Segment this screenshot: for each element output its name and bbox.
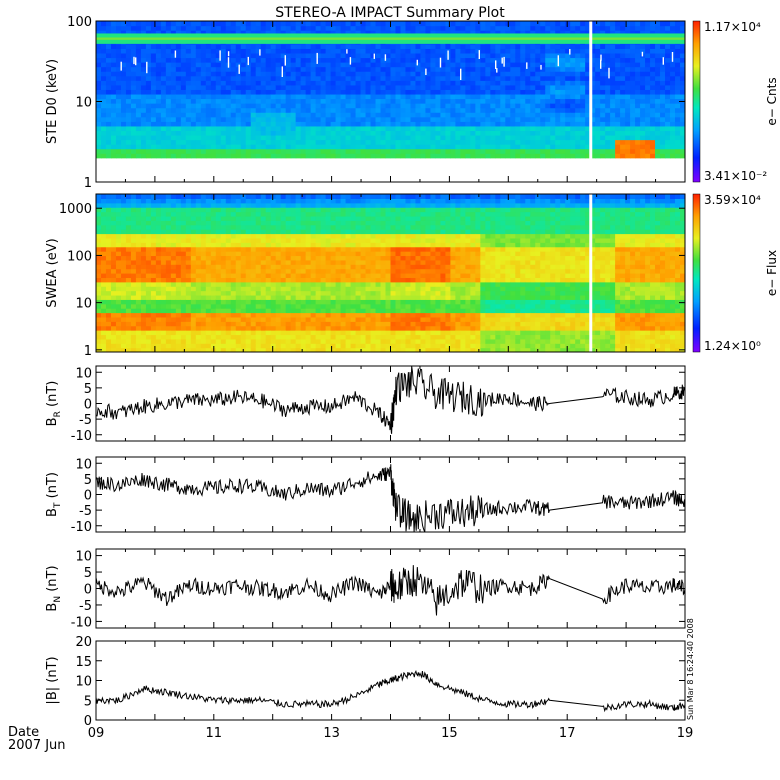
x-axis-year-month: 2007 Jun xyxy=(8,738,66,753)
colorbar xyxy=(692,20,701,183)
y-axis-label: SWEA (eV) xyxy=(45,238,60,307)
x-tick-label: 13 xyxy=(323,726,340,741)
colorbar-max-label: 3.59×10⁴ xyxy=(704,193,761,207)
y-tick-label: 100 xyxy=(67,249,92,264)
colorbar-title: e− Cnts xyxy=(765,77,779,125)
y-tick-label: 20 xyxy=(75,635,92,650)
y-tick-label: 10 xyxy=(75,297,92,312)
x-tick-label: 15 xyxy=(441,726,458,741)
colorbar-max-label: 1.17×10⁴ xyxy=(704,20,761,34)
y-tick-label: 0 xyxy=(84,714,92,729)
y-tick-label: 0 xyxy=(84,583,92,598)
timestamp-label: Sun Mar 8 16:24:40 2008 xyxy=(686,618,695,720)
y-tick-label: 1 xyxy=(84,344,92,359)
y-tick-label: 0 xyxy=(84,489,92,504)
y-tick-label: -10 xyxy=(71,429,92,444)
colorbar-min-label: 3.41×10⁻² xyxy=(704,169,767,183)
y-tick-label: 15 xyxy=(75,655,92,670)
y-tick-label: -10 xyxy=(71,520,92,535)
y-tick-label: -5 xyxy=(79,504,92,519)
y-tick-label: 1 xyxy=(84,176,92,191)
x-tick-label: 19 xyxy=(677,726,694,741)
colorbar-title: e− Flux xyxy=(765,250,779,296)
y-tick-label: 100 xyxy=(67,15,92,30)
y-tick-label: -5 xyxy=(79,599,92,614)
x-tick-label: 17 xyxy=(559,726,576,741)
y-tick-label: -5 xyxy=(79,413,92,428)
series-line-2 xyxy=(95,366,686,434)
panel-frame-5 xyxy=(95,640,686,721)
y-tick-label: 10 xyxy=(75,457,92,472)
series-line-3 xyxy=(95,464,686,533)
x-tick-label: 11 xyxy=(206,726,223,741)
colorbar xyxy=(692,193,701,353)
y-tick-label: 10 xyxy=(75,675,92,690)
y-tick-label: 10 xyxy=(75,366,92,381)
series-line-5 xyxy=(95,669,686,713)
ste-spectrogram xyxy=(96,21,685,182)
y-axis-label: |B| (nT) xyxy=(45,656,60,704)
y-axis-label: BN (nT) xyxy=(45,565,63,611)
swea-spectrogram xyxy=(96,194,685,352)
y-tick-label: 10 xyxy=(75,96,92,111)
colorbar-min-label: 1.24×10⁰ xyxy=(704,339,761,353)
y-tick-label: 1000 xyxy=(59,202,92,217)
y-tick-label: 5 xyxy=(84,566,92,581)
plot-title: STEREO-A IMPACT Summary Plot xyxy=(275,5,505,21)
series-line-4 xyxy=(95,565,686,616)
x-tick-label: 09 xyxy=(88,726,105,741)
y-axis-label: STE D0 (keV) xyxy=(45,59,60,144)
y-tick-label: 0 xyxy=(84,398,92,413)
y-tick-label: 5 xyxy=(84,382,92,397)
x-axis-date-label: Date xyxy=(8,725,39,740)
y-tick-label: -10 xyxy=(71,615,92,630)
y-tick-label: 5 xyxy=(84,473,92,488)
y-tick-label: 10 xyxy=(75,550,92,565)
y-axis-label: BR (nT) xyxy=(45,381,63,427)
y-axis-label: BT (nT) xyxy=(45,472,63,517)
y-tick-label: 5 xyxy=(84,694,92,709)
